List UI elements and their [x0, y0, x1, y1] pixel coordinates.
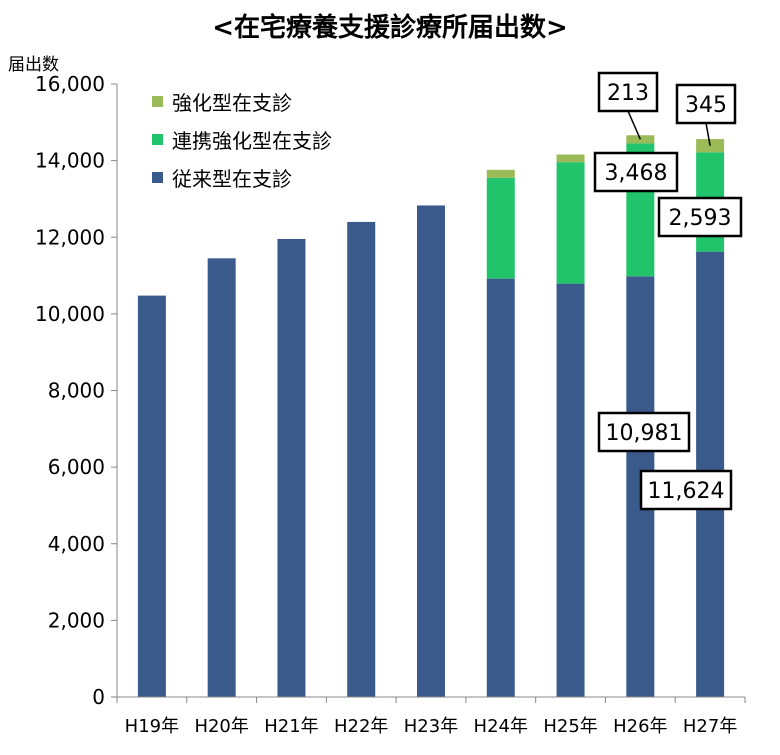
x-tick-label: H27年	[683, 716, 737, 737]
bar-segment	[277, 238, 306, 697]
callout-label: 3,468	[605, 161, 668, 186]
x-tick-label: H19年	[125, 716, 179, 737]
legend-label: 強化型在支診	[172, 91, 292, 115]
y-tick-label: 16,000	[35, 72, 105, 96]
x-tick-label: H20年	[194, 716, 248, 737]
chart-title: <在宅療養支援診療所届出数>	[212, 12, 568, 43]
legend-label: 従来型在支診	[172, 167, 292, 191]
bar-segment	[347, 221, 376, 698]
bars-layer	[137, 135, 725, 698]
callout-label: 2,593	[669, 206, 732, 231]
bar-segment	[556, 162, 585, 284]
x-tick-label: H23年	[404, 716, 458, 737]
y-tick-label: 10,000	[35, 302, 105, 326]
callout-label: 345	[685, 93, 727, 118]
callout-label: 10,981	[606, 421, 683, 446]
legend-swatch	[152, 134, 163, 145]
y-tick-label: 12,000	[35, 225, 105, 249]
data-callouts: 213 3,468 10,981 345 2,593 11,624	[593, 71, 743, 511]
x-axis-ticks: H19年 H20年 H21年 H22年 H23年 H24年 H25年 H26年 H27年	[116, 697, 746, 737]
bar-segment	[486, 177, 515, 279]
callout-box	[597, 71, 659, 113]
callout-box	[639, 469, 733, 511]
legend-swatch	[152, 96, 163, 107]
bar-segment	[486, 278, 515, 697]
y-tick-label: 2,000	[48, 608, 105, 632]
callout-box	[657, 196, 743, 238]
y-tick-label: 4,000	[48, 532, 105, 556]
x-tick-label: H25年	[543, 716, 597, 737]
callout-label: 213	[607, 81, 649, 106]
callout-box	[593, 151, 679, 193]
callout-box	[675, 83, 737, 125]
y-tick-label: 0	[92, 685, 105, 709]
bar-segment	[417, 205, 445, 697]
bar-segment	[556, 154, 585, 163]
callout-label: 11,624	[648, 479, 725, 504]
y-tick-label: 6,000	[48, 455, 105, 479]
callout-leader	[705, 122, 711, 146]
x-tick-label: H22年	[334, 716, 388, 737]
y-tick-label: 14,000	[35, 149, 105, 173]
y-axis-label: 届出数	[8, 55, 59, 75]
x-tick-label: H26年	[613, 716, 667, 737]
x-tick-label: H21年	[264, 716, 318, 737]
bar-segment	[556, 283, 585, 697]
callout-box	[597, 411, 691, 453]
callout-leader	[627, 110, 642, 140]
bar-segment	[137, 295, 166, 697]
y-axis-ticks: 0 2,000 4,000 6,000 8,000 10,000 12,000 14,000 1…	[35, 72, 117, 709]
x-tick-label: H24年	[474, 716, 528, 737]
bar-segment	[207, 258, 236, 697]
legend-swatch	[152, 172, 163, 183]
y-tick-label: 8,000	[48, 379, 105, 403]
legend-label: 連携強化型在支診	[172, 129, 332, 153]
bar-segment	[486, 169, 515, 178]
